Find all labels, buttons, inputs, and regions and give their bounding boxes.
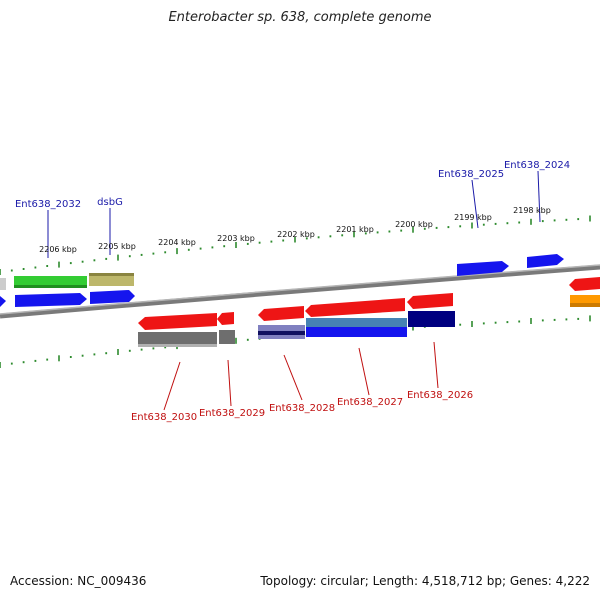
gene-feature-red-2029[interactable] xyxy=(217,312,234,325)
gene-feature-red-2027[interactable] xyxy=(305,298,405,317)
gene-feature-red-2026[interactable] xyxy=(407,293,453,309)
tick-label-2200: 2200 kbp xyxy=(395,220,433,229)
outer-tick-ring xyxy=(0,215,591,275)
gene-feature-grey-left[interactable] xyxy=(0,278,6,290)
gene-feature-grey-2029[interactable] xyxy=(219,330,235,344)
gene-label-ent638-2027[interactable]: Ent638_2027 xyxy=(337,397,403,408)
tick-label-2206: 2206 kbp xyxy=(39,245,77,254)
leader-ent638-2029 xyxy=(227,359,232,407)
map-title: Enterobacter sp. 638, complete genome xyxy=(168,10,432,25)
gene-feature-blue-2025[interactable] xyxy=(457,261,509,276)
leader-ent638-2030 xyxy=(163,361,181,411)
leader-ent638-2026 xyxy=(433,341,439,389)
gene-feature-dsbG-shade xyxy=(89,273,134,276)
gene-feature-red-right[interactable] xyxy=(569,277,600,291)
gene-feature-blue-2024[interactable] xyxy=(527,254,564,268)
gene-feature-dsbG[interactable] xyxy=(89,273,134,286)
gene-feature-navy-2028 xyxy=(258,331,305,335)
gene-feature-blue-left-edge[interactable] xyxy=(0,296,6,307)
leader-ent638-2025 xyxy=(471,179,479,229)
genome-summary-label: Topology: circular; Length: 4,518,712 bp… xyxy=(260,574,590,588)
outer-gene-track xyxy=(0,254,600,307)
gene-label-ent638-2028[interactable]: Ent638_2028 xyxy=(269,403,335,414)
gene-feature-grey-2030[interactable] xyxy=(138,332,217,347)
tick-label-2205: 2205 kbp xyxy=(98,242,136,251)
gene-label-ent638-2025[interactable]: Ent638_2025 xyxy=(438,169,504,180)
gene-feature-blue-2027[interactable] xyxy=(306,327,407,337)
gene-label-ent638-2026[interactable]: Ent638_2026 xyxy=(407,390,473,401)
tick-label-2203: 2203 kbp xyxy=(217,234,255,243)
inner-tick-ring xyxy=(0,315,591,368)
accession-label: Accession: NC_009436 xyxy=(10,574,147,588)
gene-feature-blue-2032[interactable] xyxy=(15,293,87,307)
gene-feature-navy-2026[interactable] xyxy=(408,311,455,327)
gene-labels-top: Ent638_2032 dsbG Ent638_2025 Ent638_2024 xyxy=(15,160,570,210)
gene-label-ent638-2032[interactable]: Ent638_2032 xyxy=(15,199,81,210)
genome-backbone xyxy=(0,264,600,319)
gene-feature-red-2028[interactable] xyxy=(258,306,304,321)
tick-label-2199: 2199 kbp xyxy=(454,213,492,222)
leader-ent638-2028 xyxy=(283,354,303,401)
tick-label-2204: 2204 kbp xyxy=(158,238,196,247)
gene-label-dsbG[interactable]: dsbG xyxy=(97,197,123,208)
gene-feature-grey-2030-shade xyxy=(138,344,217,347)
gene-label-ent638-2030[interactable]: Ent638_2030 xyxy=(131,412,197,423)
kbp-tick-labels: 2206 kbp 2205 kbp 2204 kbp 2203 kbp 2202… xyxy=(39,206,551,254)
tick-label-2201: 2201 kbp xyxy=(336,225,374,234)
genome-backbone-highlight xyxy=(0,264,600,315)
leader-ent638-2024 xyxy=(537,170,541,223)
inner-gene-track xyxy=(138,293,455,347)
gene-label-ent638-2024[interactable]: Ent638_2024 xyxy=(504,160,570,171)
gene-labels-bottom: Ent638_2030 Ent638_2029 Ent638_2028 Ent6… xyxy=(131,390,473,423)
tick-label-2198: 2198 kbp xyxy=(513,206,551,215)
gene-label-ent638-2029[interactable]: Ent638_2029 xyxy=(199,408,265,419)
leader-ent638-2027 xyxy=(358,347,370,396)
gene-feature-blue-dsbG[interactable] xyxy=(90,290,135,304)
outer-blue-track xyxy=(0,290,135,307)
gene-feature-steel-2027[interactable] xyxy=(306,318,407,328)
tick-label-2202: 2202 kbp xyxy=(277,230,315,239)
gene-feature-red-2030[interactable] xyxy=(138,313,217,330)
label-leader-lines xyxy=(47,170,541,411)
gene-feature-orange-shade xyxy=(570,303,600,307)
gene-feature-green-shade xyxy=(14,285,87,288)
